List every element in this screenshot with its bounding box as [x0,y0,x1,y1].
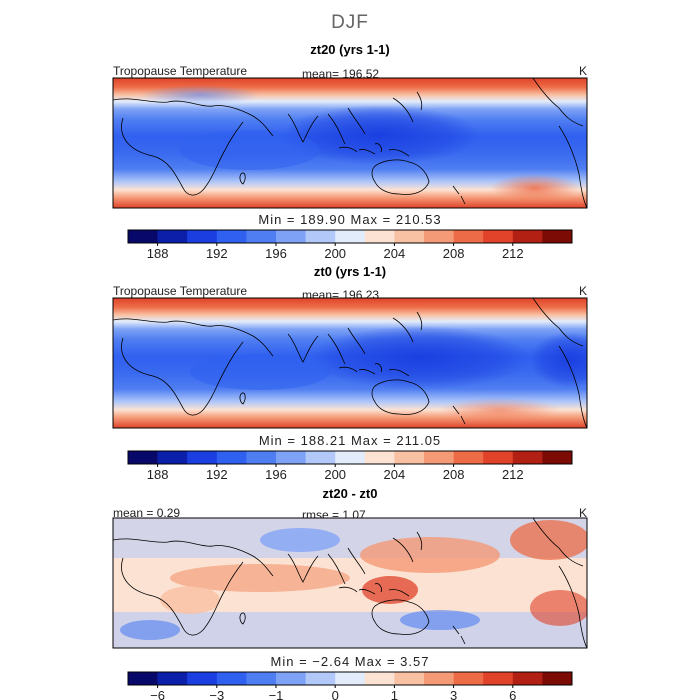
panel-2-colorbar-box [276,451,306,464]
panel-3-colorbar-box [453,672,484,685]
panel-3-colorbar-box [216,672,247,685]
panel-1-colorbar-box [512,230,543,243]
panel-3-colorbar-box [542,672,573,685]
panel-2-colorbar-box [216,451,247,464]
panel-1-colorbar-tick-label: 208 [443,246,465,261]
panel-2-variable-label: Tropopause Temperature [113,284,248,298]
panel-1-colorbar-box [187,230,218,243]
panel-3-colorbar-tick-label: 1 [391,688,398,700]
panel-3-unit-label: K [579,506,588,520]
panel-3-colorbar-box [424,672,454,685]
panel-2-unit-label: K [579,284,588,298]
panel-1-map [112,77,588,209]
panel-2-colorbar-tick-label: 204 [384,467,406,482]
panel-2-colorbar-box [424,451,454,464]
panel-1-colorbar-box [128,230,158,243]
panel-3-colorbar-frame [127,671,573,686]
panel-1-min-max: Min = 189.90 Max = 210.53 [258,212,442,227]
panel-3-map [112,517,588,649]
panel-1-colorbar-box [157,230,188,243]
panel-1-colorbar-box [364,230,395,243]
panel-3-title: zt20 - zt0 [322,486,378,501]
panel-2-colorbar-box [364,451,395,464]
panel-1-colorbar-box [246,230,277,243]
panel-2-colorbar-box [512,451,543,464]
panel-2-colorbar-tick-label: 212 [502,467,524,482]
panel-2-colorbar-box [335,451,366,464]
panel-2-colorbar-tick-label: 192 [206,467,228,482]
panel-1-colorbar-box [276,230,306,243]
panel-3-colorbar-tick-label: −6 [150,688,165,700]
panel-2-min-max: Min = 188.21 Max = 211.05 [258,433,442,448]
panel-3-colorbar-tick-label: 6 [509,688,516,700]
panel-3-min-max: Min = −2.64 Max = 3.57 [270,654,430,669]
panel-2-colorbar-box [157,451,188,464]
panel-1-colorbar-tick-label: 196 [265,246,287,261]
panel-1-colorbar-box [424,230,454,243]
panel-1-colorbar-tick-label: 188 [147,246,169,261]
panel-1-colorbar-box [305,230,336,243]
panel-2-colorbar-box [128,451,158,464]
panel-1-colorbar-box [394,230,425,243]
panel-3-colorbar-box [483,672,514,685]
panel-2-colorbar-box [453,451,484,464]
panel-3-colorbar-box [512,672,543,685]
panel-3-colorbar-box [305,672,336,685]
panel-3-colorbar-tick-label: −3 [209,688,224,700]
panel-2-colorbar-tick-label: 188 [147,467,169,482]
panel-1-title: zt20 (yrs 1-1) [310,42,390,57]
panel-3-colorbar-box [364,672,395,685]
panel-3-colorbar-box [335,672,366,685]
panel-1-variable-label: Tropopause Temperature [113,64,248,78]
panel-3-colorbar-tick-label: 0 [332,688,339,700]
panel-3-colorbar-tick-label: 3 [450,688,457,700]
panel-1-colorbar-box [453,230,484,243]
panel-2-colorbar-box [305,451,336,464]
panel-2-colorbar-box [394,451,425,464]
panel-1-colorbar-tick-label: 212 [502,246,524,261]
panel-1-colorbar-frame [127,229,573,244]
panel-2-map [112,297,588,429]
panel-3-mean-label: mean = 0.29 [113,506,181,520]
panel-1-colorbar-box [483,230,514,243]
panel-3-colorbar-box [394,672,425,685]
panel-1-colorbar-box [335,230,366,243]
panel-2-title: zt0 (yrs 1-1) [313,264,387,279]
panel-1-unit-label: K [579,64,588,78]
panel-2-colorbar-box [246,451,277,464]
panel-3-colorbar-box [246,672,277,685]
panel-2-colorbar-tick-label: 196 [265,467,287,482]
panel-1-colorbar-tick-label: 192 [206,246,228,261]
panel-1-colorbar-box [542,230,573,243]
panel-1-colorbar-tick-label: 200 [324,246,346,261]
panel-3-colorbar-tick-label: −1 [269,688,284,700]
panel-1-colorbar-tick-label: 204 [384,246,406,261]
panel-2-colorbar-box [483,451,514,464]
panel-2-colorbar-frame [127,450,573,465]
panel-3-colorbar-box [157,672,188,685]
panel-3-colorbar-box [128,672,158,685]
panel-2-colorbar-tick-label: 208 [443,467,465,482]
panel-3-colorbar-box [187,672,218,685]
panel-3-colorbar-box [276,672,306,685]
panel-2-colorbar-tick-label: 200 [324,467,346,482]
panel-2-colorbar-box [187,451,218,464]
panel-1-colorbar-box [216,230,247,243]
panel-2-colorbar-box [542,451,573,464]
figure-title: DJF [331,12,369,33]
